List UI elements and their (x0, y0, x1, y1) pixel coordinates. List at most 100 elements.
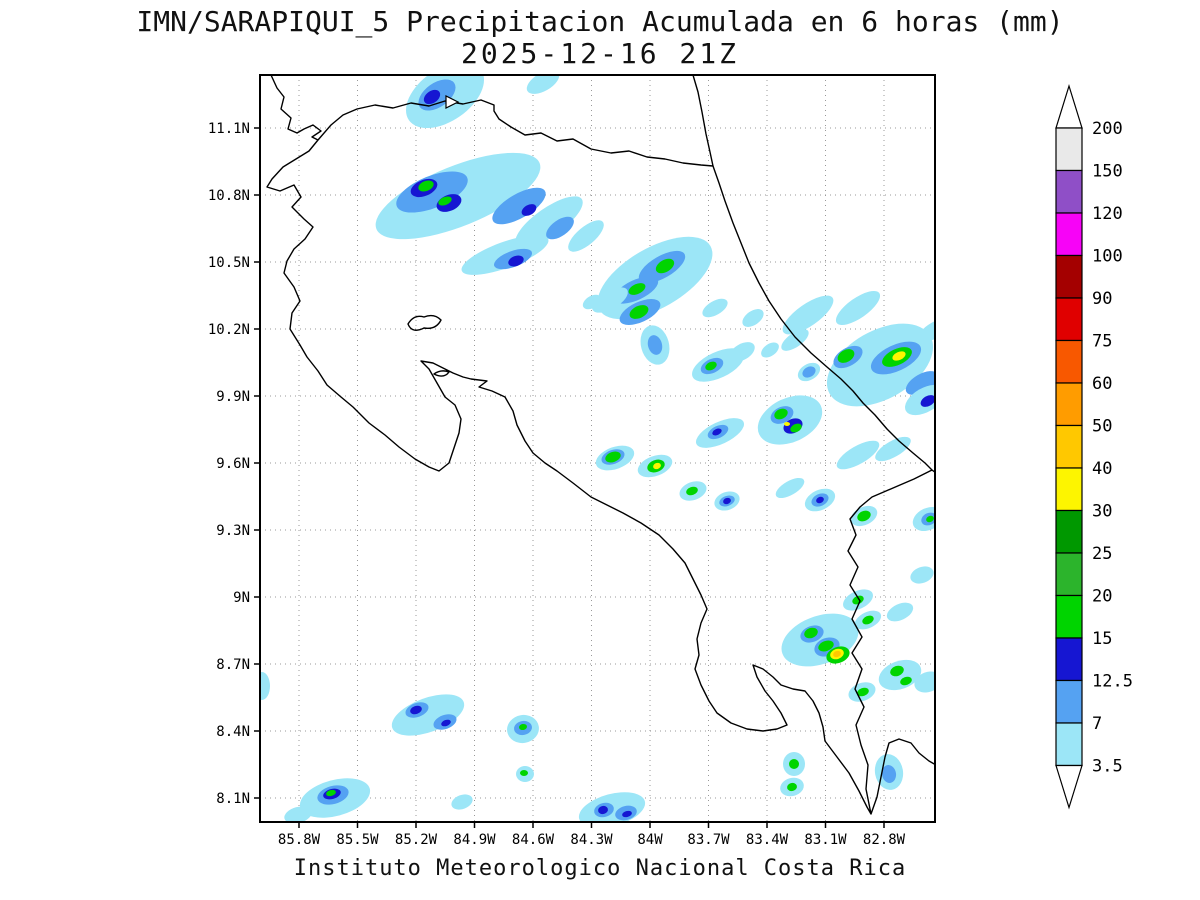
map-triangle-marker (445, 95, 460, 109)
lon-tick-label: 85.8W (278, 832, 321, 848)
colorbar-tick-label: 75 (1092, 332, 1112, 352)
precip-cell (804, 627, 818, 639)
precip-cell (905, 371, 935, 395)
precip-cell (781, 613, 859, 667)
precip-cell (857, 687, 869, 697)
lon-tick-label: 84.3W (570, 832, 613, 848)
precip-cell (492, 187, 546, 225)
lat-tick-label: 10.5N (208, 255, 250, 271)
colorbar-tick-label: 90 (1092, 289, 1112, 309)
precip-cell (653, 462, 661, 470)
precip-cell (508, 255, 524, 267)
precip-cell (326, 789, 336, 797)
lat-tick-label: 8.7N (216, 657, 250, 673)
precip-cell (284, 806, 312, 822)
precip-cell (655, 258, 675, 274)
lat-tick-label: 9.9N (216, 389, 250, 405)
colorbar-tick-label: 7 (1092, 714, 1102, 734)
precip-cell (702, 298, 728, 318)
lat-tick-label: 9.6N (216, 456, 250, 472)
precip-cell (451, 794, 473, 810)
colorbar-cap-bottom (1055, 764, 1083, 810)
colorbar-segment (1055, 382, 1083, 427)
lat-tick-label: 11.1N (208, 121, 250, 137)
precip-cell (857, 510, 871, 522)
precip-cell (782, 295, 834, 335)
colorbar-tick-label: 60 (1092, 374, 1112, 394)
lon-tick-label: 84.9W (453, 832, 496, 848)
colorbar-segment (1055, 552, 1083, 597)
precip-cell (391, 694, 465, 736)
precip-cell (892, 351, 906, 361)
colorbar-tick-label: 15 (1092, 629, 1112, 649)
precip-cell (775, 477, 805, 499)
precip-cell (900, 676, 912, 686)
precip-cell (723, 497, 731, 505)
colorbar-tick-label: 150 (1092, 162, 1123, 182)
precip-cell (784, 422, 790, 426)
map-subtitle: 2025-12-16 21Z (460, 37, 739, 70)
colorbar-segment (1055, 637, 1083, 682)
footer-text: Instituto Meteorologico Nacional Costa R… (293, 856, 907, 881)
precip-cell (890, 665, 904, 677)
precip-cell (629, 305, 649, 319)
precip-cell (802, 366, 816, 378)
lon-tick-label: 83.4W (746, 832, 789, 848)
precip-cell (686, 486, 698, 496)
lon-tick-label: 84W (637, 832, 663, 848)
precip-cell (790, 423, 802, 433)
precip-cell (712, 428, 722, 436)
precip-cell (852, 595, 864, 605)
precip-cell (835, 290, 881, 326)
precip-cell (441, 719, 451, 727)
colorbar-tick-label: 12.5 (1092, 672, 1133, 692)
longitude-axis: 85.8W 85.5W 85.2W 84.9W 84.6W 84.3W 84W 83.7W 83… (278, 822, 906, 848)
precip-cell (423, 89, 441, 105)
colorbar-segment (1055, 467, 1083, 512)
precip-cell (881, 765, 897, 783)
lon-tick-label: 82.8W (863, 832, 906, 848)
precip-cell (410, 705, 422, 715)
precip-field (260, 75, 935, 822)
precip-cell (787, 782, 797, 792)
coastlines (266, 75, 935, 815)
colorbar-segment (1055, 212, 1083, 257)
precip-cell (818, 640, 834, 652)
precip-cell (515, 196, 583, 248)
colorbar-tick-label: 120 (1092, 204, 1123, 224)
colorbar-segment (1055, 594, 1083, 639)
colorbar-segment (1055, 297, 1083, 342)
map-frame (259, 74, 936, 823)
map-title: IMN/SARAPIQUI_5 Precipitacion Acumulada … (136, 5, 1064, 38)
colorbar-segment (1055, 424, 1083, 469)
colorbar-tick-label: 50 (1092, 417, 1112, 437)
lat-tick-label: 10.8N (208, 188, 250, 204)
colorbar-segment (1055, 722, 1083, 767)
colorbar-segment (1055, 339, 1083, 384)
precip-cell (526, 75, 560, 94)
colorbar-tick-label: 40 (1092, 459, 1112, 479)
precip-cell (729, 342, 755, 362)
colorbar-segment (1055, 254, 1083, 299)
precip-cell (836, 440, 880, 470)
precip-cell (833, 650, 841, 658)
precip-cell (546, 216, 574, 240)
lon-tick-label: 83.1W (804, 832, 847, 848)
precip-cell (647, 335, 663, 355)
precip-cell (418, 180, 434, 192)
precip-cell (622, 810, 632, 818)
precip-cell (605, 451, 621, 463)
colorbar-tick-label: 200 (1092, 119, 1123, 139)
precip-cell (789, 759, 799, 769)
colorbar-segment (1055, 169, 1083, 214)
precip-cell (774, 408, 788, 420)
colorbar-segment (1055, 679, 1083, 724)
lon-tick-label: 85.5W (336, 832, 379, 848)
lat-tick-label: 9N (233, 590, 250, 606)
lon-tick-label: 83.7W (687, 832, 730, 848)
costa-rica-coastline (266, 75, 935, 815)
colorbar-segment (1055, 127, 1083, 172)
precip-cell (521, 204, 537, 216)
precip-cell (862, 615, 874, 625)
